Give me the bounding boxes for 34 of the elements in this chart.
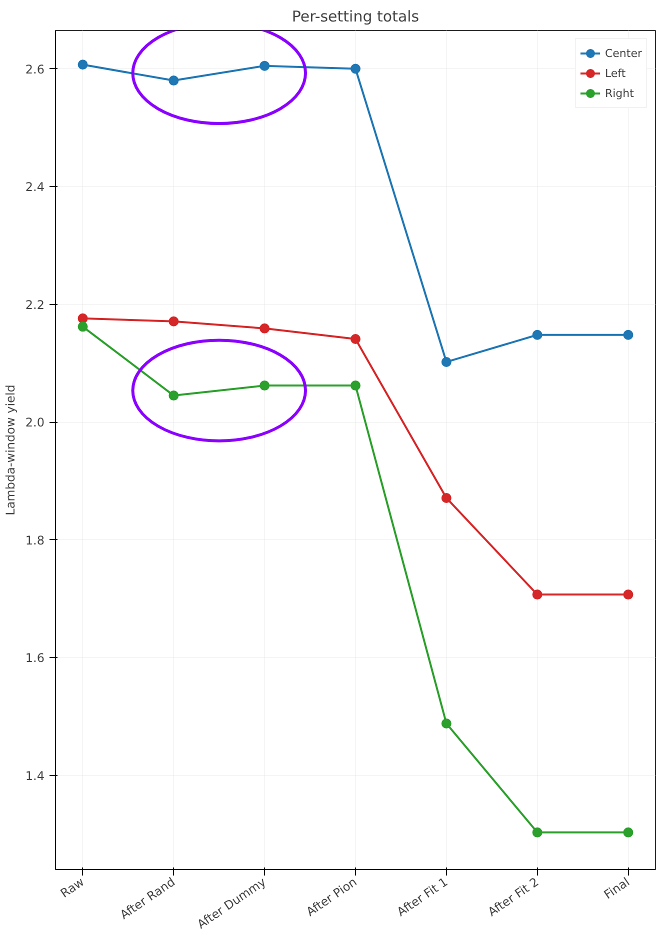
legend-label: Center: [604, 46, 642, 60]
point: [260, 380, 270, 391]
point: [623, 590, 634, 600]
y-tick-label: 2.2: [25, 298, 45, 312]
point: [623, 827, 634, 838]
point: [260, 60, 270, 71]
point: [168, 316, 179, 326]
point: [441, 356, 452, 367]
point: [168, 390, 179, 401]
point: [623, 330, 634, 340]
point: [350, 334, 360, 344]
point: [168, 76, 179, 86]
y-tick-label: 1.4: [25, 768, 45, 783]
x-tick-label: Raw: [58, 874, 87, 901]
y-tick-label: 1.8: [25, 533, 45, 548]
point: [260, 323, 270, 334]
y-axis-title: Lambda-window yield: [3, 384, 18, 516]
point: [441, 492, 452, 503]
point: [78, 322, 88, 332]
y-tick-label: 2.0: [25, 416, 45, 430]
y-tick-label: 1.6: [25, 651, 45, 666]
point: [350, 380, 360, 391]
point: [532, 827, 542, 838]
legend-label: Right: [604, 86, 634, 100]
y-tick-label: 2.4: [25, 180, 45, 194]
point: [441, 718, 452, 728]
point: [78, 313, 88, 324]
point: [532, 330, 542, 340]
point: [350, 64, 360, 74]
chart-title: Per-setting totals: [292, 8, 420, 26]
y-tick-label: 2.6: [25, 62, 45, 76]
point: [532, 590, 542, 600]
legend-label: Left: [604, 66, 626, 80]
point: [78, 60, 88, 70]
